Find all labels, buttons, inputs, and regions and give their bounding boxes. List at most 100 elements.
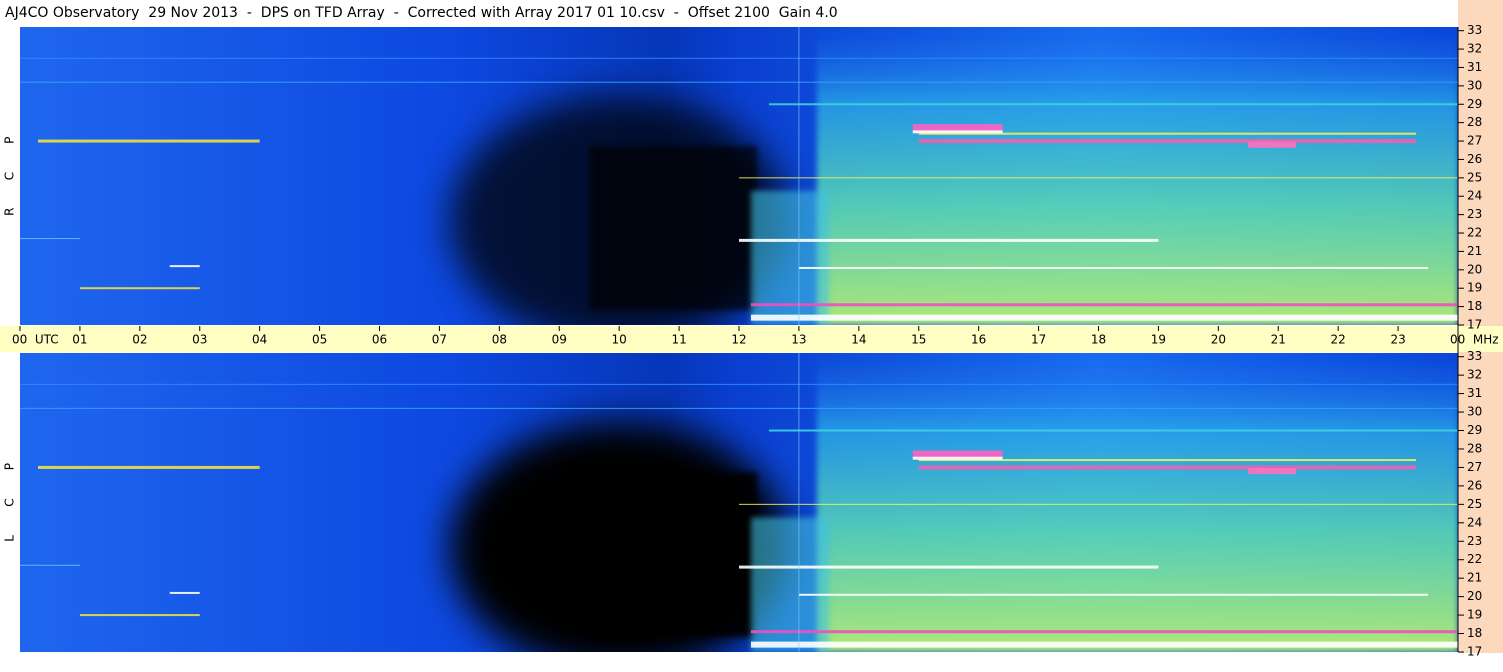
time-tick-label: 20 [1211,333,1226,347]
frequency-tick-label: 27 [1467,134,1482,148]
emission-band [912,124,1003,133]
emission-band [1248,468,1297,475]
time-tick-label: 19 [1151,333,1166,347]
panel-label: C [3,172,17,180]
time-tick-label: 00 UTC [12,333,59,347]
frequency-tick-label: 30 [1467,78,1482,92]
time-tick-label: 08 [492,333,507,347]
emission-band [169,591,200,594]
frequency-tick-label: 25 [1467,497,1482,511]
time-axis-band [0,326,1503,352]
time-tick-label: 07 [432,333,447,347]
frequency-tick-label: 17 [1467,318,1482,332]
frequency-tick-label: 24 [1467,189,1482,203]
time-tick-label: 03 [192,333,207,347]
emission-band [750,303,1458,307]
frequency-tick-label: 22 [1467,226,1482,240]
frequency-tick-label: 23 [1467,207,1482,221]
frequency-tick-label: 26 [1467,478,1482,492]
emission-band [739,177,1458,179]
emission-band [768,103,1458,106]
emission-band [750,641,1458,648]
emission-band [79,614,200,617]
time-tick-label: 17 [1031,333,1046,347]
frequency-tick-label: 33 [1467,23,1482,37]
frequency-tick-label: 29 [1467,423,1482,437]
time-tick-label: 04 [252,333,267,347]
quiet-region [589,146,757,311]
frequency-tick-label: 27 [1467,460,1482,474]
emission-band [750,630,1458,634]
emission-band [739,565,1159,569]
spectrogram-panel [20,353,1458,652]
frequency-tick-label: 30 [1467,405,1482,419]
emission-band [20,383,1458,385]
frequency-tick-label: 28 [1467,441,1482,455]
emission-band [918,465,1417,470]
time-tick-label: 09 [552,333,567,347]
emission-band [918,139,1417,144]
time-tick-label: 16 [971,333,986,347]
time-tick-label: 21 [1271,333,1286,347]
emission-band [20,407,1458,409]
emission-band [750,314,1458,321]
frequency-tick-label: 33 [1467,349,1482,363]
panel-label: C [3,498,17,506]
frequency-tick-label: 19 [1467,608,1482,622]
frequency-tick-label: 18 [1467,299,1482,313]
frequency-tick-label: 29 [1467,97,1482,111]
time-tick-label: 15 [911,333,926,347]
emission-band [20,238,80,240]
emission-band [79,287,200,290]
active-region [750,517,829,652]
emission-band [20,564,80,566]
frequency-tick-label: 20 [1467,589,1482,603]
frequency-tick-label: 23 [1467,534,1482,548]
emission-band [20,57,1458,59]
frequency-tick-label: 32 [1467,42,1482,56]
frequency-tick-label: 31 [1467,60,1482,74]
frequency-tick-label: 17 [1467,645,1482,659]
time-tick-label: 22 [1331,333,1346,347]
time-tick-label: 14 [851,333,866,347]
quiet-region [589,472,757,638]
frequency-tick-label: 21 [1467,244,1482,258]
frequency-tick-label: 26 [1467,152,1482,166]
time-tick-label: 06 [372,333,387,347]
panel-label: P [3,137,17,144]
panel-label: L [3,535,17,542]
frequency-tick-label: 20 [1467,262,1482,276]
frequency-tick-label: 25 [1467,170,1482,184]
emission-band [918,132,1417,135]
frequency-tick-label: 28 [1467,115,1482,129]
emission-band [739,238,1159,242]
time-tick-label: 11 [671,333,686,347]
emission-band [768,429,1458,432]
frequency-tick-label: 22 [1467,552,1482,566]
emission-band [912,130,1003,134]
emission-band [37,139,260,143]
active-region [816,353,1458,652]
frequency-tick-label: 21 [1467,571,1482,585]
emission-band [798,266,1429,269]
emission-band [912,450,1003,459]
frequency-tick-label: 32 [1467,368,1482,382]
frequency-tick-label: 24 [1467,515,1482,529]
spectrogram-panel [20,27,1458,325]
time-tick-label: 02 [132,333,147,347]
bottom-margin [0,653,1503,672]
time-tick-label: 00 MHz [1450,333,1499,347]
emission-band [798,593,1429,596]
title: AJ4CO Observatory 29 Nov 2013 - DPS on T… [5,5,838,21]
panel-label: R [3,208,17,216]
panel-label: P [3,463,17,470]
emission-band [918,459,1417,462]
emission-band [37,465,260,469]
frequency-tick-label: 18 [1467,626,1482,640]
emission-band [20,81,1458,83]
emission-band [739,503,1458,505]
frequency-tick-label: 31 [1467,386,1482,400]
emission-band [912,456,1003,460]
time-tick-label: 23 [1390,333,1405,347]
